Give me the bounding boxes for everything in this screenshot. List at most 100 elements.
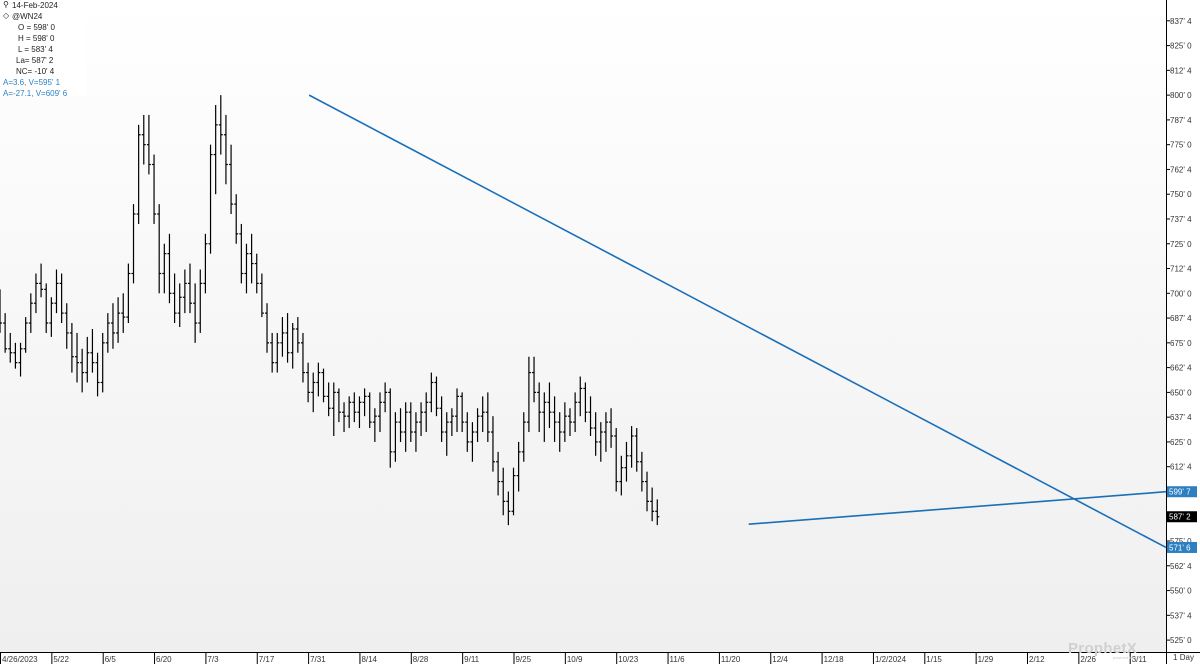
ohlc-bar: [187, 263, 192, 314]
ohlc-bar: [583, 382, 588, 423]
ohlc-bar: [403, 402, 408, 452]
quote-open: O = 598' 0: [18, 23, 55, 32]
ohlc-bar: [218, 95, 223, 155]
ohlc-bar: [136, 124, 141, 224]
ohlc-bar: [121, 293, 126, 333]
ohlc-bar: [352, 392, 357, 423]
price-tick-label: 750' 0: [1170, 190, 1192, 199]
price-tick-label: 787' 4: [1170, 116, 1192, 125]
plot-area[interactable]: [0, 0, 1166, 652]
ohlc-bar: [54, 269, 59, 314]
ohlc-bar: [105, 313, 110, 353]
ohlc-bar: [182, 269, 187, 314]
ohlc-bar: [321, 368, 326, 403]
price-tick-label: 712' 4: [1170, 265, 1192, 274]
ohlc-bar: [59, 273, 64, 324]
ohlc-bar: [64, 303, 69, 349]
ohlc-bar: [449, 408, 454, 436]
price-tick-label: 625' 0: [1170, 438, 1192, 447]
support-line-price-badge-text: 599' 7: [1169, 488, 1191, 497]
trendlines[interactable]: [308, 94, 1167, 549]
ohlc-bar: [455, 388, 460, 433]
ohlc-bar: [249, 233, 254, 284]
price-tick-label: 537' 4: [1170, 611, 1192, 620]
ohlc-bar: [588, 396, 593, 436]
price-tick-label: 837' 4: [1170, 17, 1192, 26]
ohlc-bar: [552, 396, 557, 442]
prophetx-logo: ProphetX: [1068, 640, 1138, 657]
quote-net-change: NC= -10' 4: [16, 67, 55, 76]
support-line-price-badge-bg: [1167, 486, 1197, 498]
ohlc-bar: [44, 283, 49, 333]
price-tick-label: 662' 4: [1170, 364, 1192, 373]
ohlc-bar: [141, 114, 146, 165]
ohlc-bar: [465, 412, 470, 452]
ohlc-bar: [362, 388, 367, 417]
ohlc-bar: [13, 342, 18, 369]
ohlc-bar: [547, 382, 552, 429]
date-tick-label: 8/14: [361, 655, 377, 664]
support-line-price-badge: 599' 7: [1167, 486, 1197, 498]
ohlc-bar: [372, 408, 377, 442]
ohlc-bar: [177, 283, 182, 327]
ohlc-bar: [567, 408, 572, 436]
magnifier-icon[interactable]: ⚲: [3, 0, 9, 9]
prophetx-logo-subtitle: powered by DTN: [1113, 655, 1144, 660]
ohlc-bar: [229, 144, 234, 215]
price-tick-label: 762' 4: [1170, 165, 1192, 174]
date-tick-label: 11/6: [670, 655, 686, 664]
date-tick-label: 3/11: [1132, 655, 1148, 664]
ohlc-bar: [624, 441, 629, 482]
ohlc-bar: [193, 283, 198, 343]
support-line[interactable]: [748, 490, 1167, 525]
ohlc-bar: [152, 154, 157, 224]
ohlc-bar: [490, 416, 495, 472]
ohlc-bar: [23, 317, 28, 353]
price-tick-label: 812' 4: [1170, 66, 1192, 75]
ohlc-bar: [383, 382, 388, 413]
ohlc-bar: [424, 392, 429, 433]
price-tick-label: 825' 0: [1170, 42, 1192, 51]
ohlc-bar: [480, 396, 485, 433]
ohlc-bar: [434, 376, 439, 417]
ohlc-bar: [75, 332, 80, 383]
ohlc-bar: [619, 455, 624, 496]
price-tick-label: 775' 0: [1170, 141, 1192, 150]
ohlc-bar: [408, 402, 413, 442]
price-tick-label: 550' 0: [1170, 587, 1192, 596]
price-tick-label: 562' 4: [1170, 562, 1192, 571]
trendline-1-readout: A=3.6, V=595' 1: [3, 78, 61, 87]
ohlc-bar: [100, 332, 105, 393]
period-selector[interactable]: 1 Day: [1173, 653, 1194, 662]
price-tick-label: 737' 4: [1170, 215, 1192, 224]
ohlc-bar: [655, 499, 660, 526]
downtrend-line[interactable]: [308, 94, 1167, 549]
ohlc-bar: [367, 392, 372, 429]
ohlc-bar: [357, 396, 362, 429]
quote-high: H = 598' 0: [18, 34, 55, 43]
downtrend-line-price-badge-text: 571' 6: [1169, 543, 1191, 552]
date-tick-label: 6/5: [105, 655, 117, 664]
ohlc-bar: [213, 105, 218, 195]
ohlc-bar: [116, 297, 121, 343]
ohlc-bar: [506, 491, 511, 526]
ohlc-bar: [439, 396, 444, 442]
ohlc-bar: [49, 297, 54, 337]
ohlc-bar: [419, 402, 424, 436]
diamond-icon: ◇: [3, 11, 10, 20]
ohlc-bar: [614, 428, 619, 492]
ohlc-bar: [629, 426, 634, 468]
ohlc-bar: [331, 382, 336, 436]
ohlc-bar: [511, 467, 516, 516]
ohlc-bar: [110, 303, 115, 349]
ohlc-bar: [377, 392, 382, 433]
ohlc-bar: [239, 223, 244, 284]
ohlc-bar: [603, 412, 608, 452]
ohlc-bar: [645, 471, 650, 512]
ohlc-bar: [542, 392, 547, 442]
ohlc-bar: [598, 422, 603, 462]
date-tick-label: 12/4: [772, 655, 788, 664]
trendline-2-readout: A=-27.1, V=609' 6: [3, 89, 68, 98]
ohlc-bar: [8, 332, 13, 363]
